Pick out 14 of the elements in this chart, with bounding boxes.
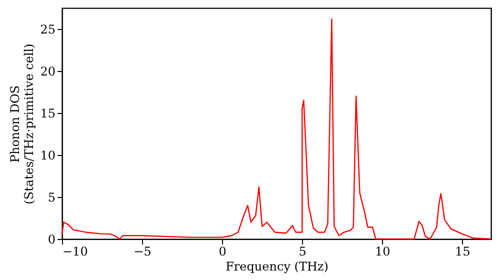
x-tick-label: 10: [375, 244, 390, 258]
x-axis-title: Frequency (THz): [226, 260, 328, 274]
y-tick-label: 0: [48, 232, 56, 246]
y-tick-label: 20: [40, 64, 56, 78]
x-tick-label: 15: [455, 244, 470, 258]
x-tick-label: 5: [298, 244, 306, 258]
y-tick-label: 25: [40, 22, 56, 36]
x-tick-label: −5: [134, 244, 152, 258]
y-tick-label: 10: [40, 148, 56, 162]
y-tick-label: 5: [48, 190, 56, 204]
x-tick-label: 0: [218, 244, 226, 258]
y-axis-title: Phonon DOS (States/THz·primitive cell): [8, 44, 36, 204]
x-tick-label: −10: [62, 244, 88, 258]
y-tick-label: 15: [40, 106, 56, 120]
